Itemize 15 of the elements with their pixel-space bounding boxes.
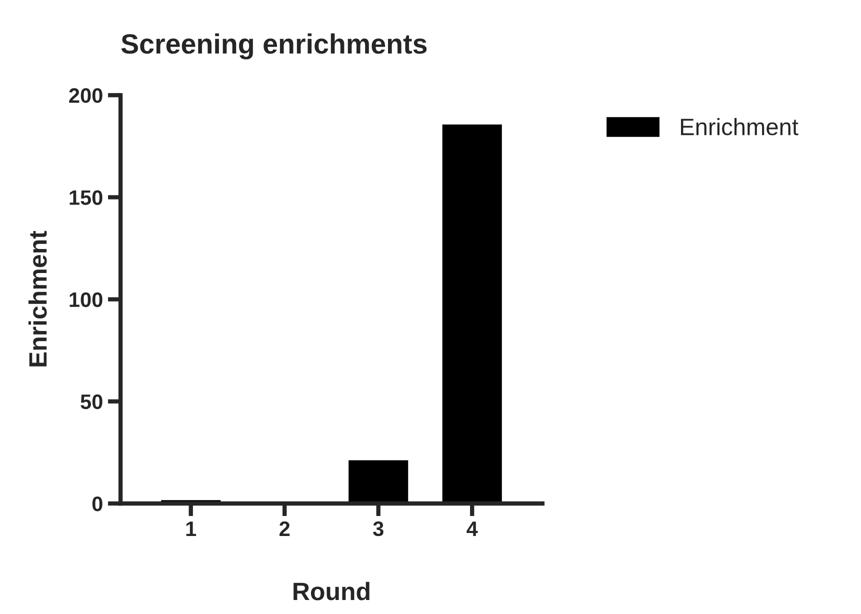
legend-label: Enrichment	[681, 118, 798, 136]
x-axis-title: Round	[294, 582, 370, 600]
y-tick-label: 100	[70, 292, 102, 308]
y-axis-title: Enrichment	[28, 230, 47, 366]
x-tick-label: 2	[280, 521, 290, 536]
chart-title: Screening enrichments	[121, 33, 427, 60]
x-tick-label: 1	[186, 522, 196, 536]
y-tick-label: 150	[70, 190, 102, 205]
x-tick-label: 4	[466, 522, 478, 536]
y-tick-label: 50	[80, 394, 102, 410]
bar	[440, 123, 504, 504]
y-tick-label: 200	[69, 88, 102, 103]
bar	[347, 458, 410, 504]
y-tick-label: 0	[92, 496, 102, 512]
x-tick-label: 3	[373, 521, 384, 536]
